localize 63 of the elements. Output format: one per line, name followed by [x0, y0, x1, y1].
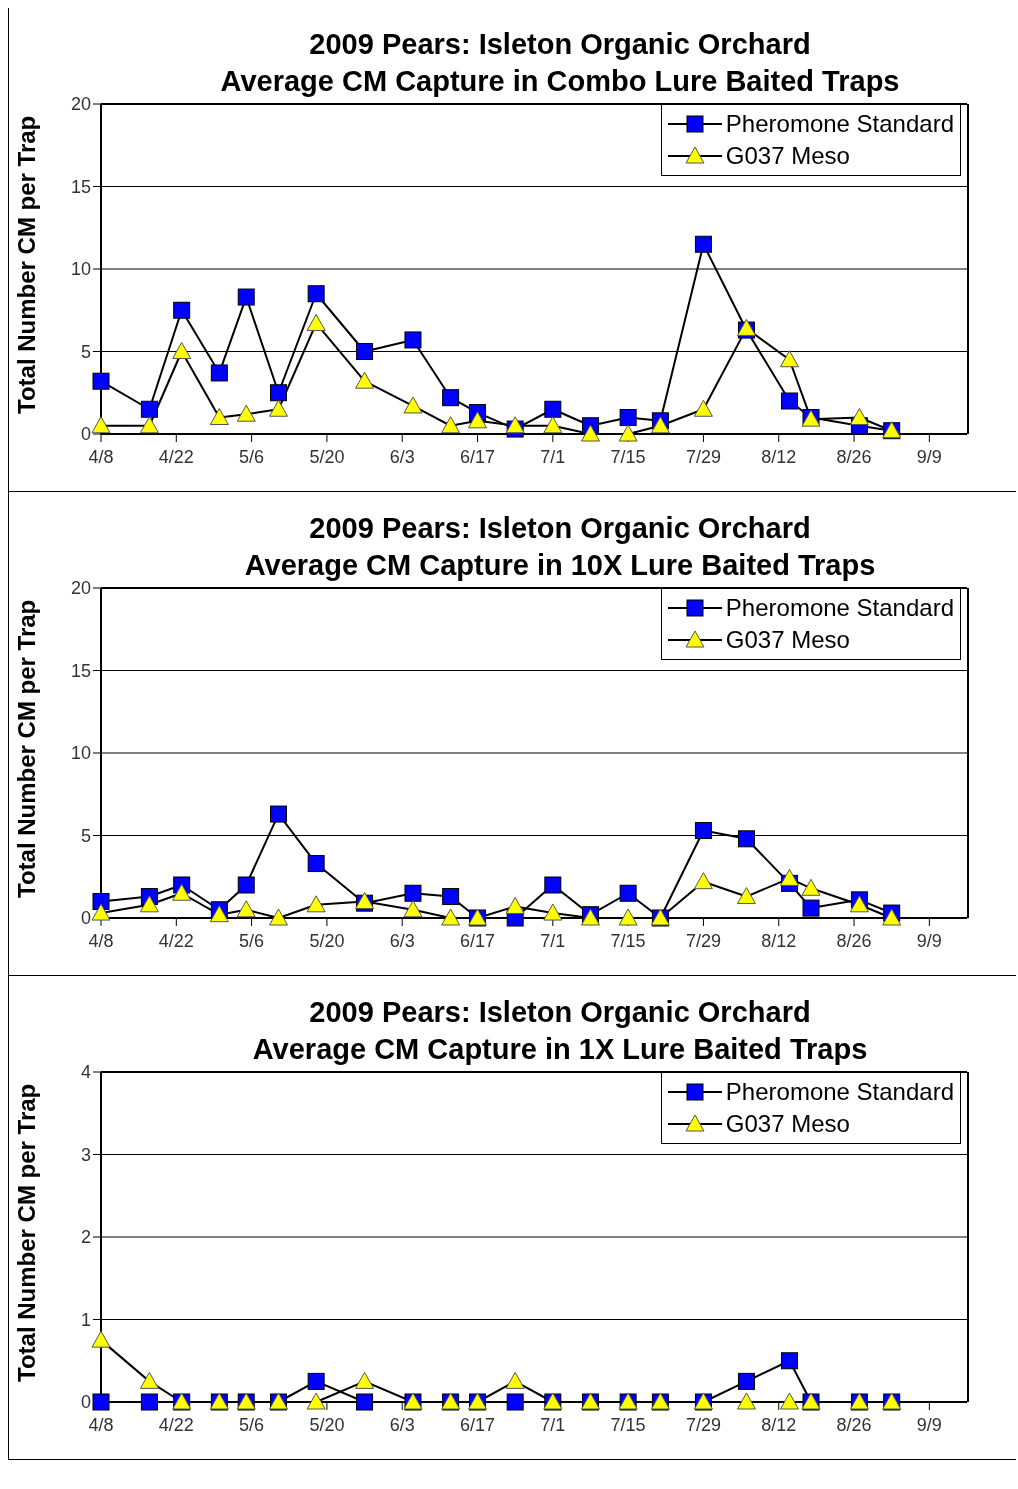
x-tick-label: 8/26 [836, 1414, 872, 1435]
x-tick-label: 6/3 [389, 1414, 415, 1435]
x-tick-label: 7/1 [540, 930, 566, 951]
y-tick-label: 0 [80, 424, 91, 445]
x-tick-label: 8/26 [836, 446, 872, 467]
x-tick-label: 9/9 [916, 1414, 942, 1435]
x-tick-label: 6/17 [460, 446, 496, 467]
x-tick-label: 4/22 [158, 930, 194, 951]
x-tick-label: 5/20 [309, 930, 345, 951]
y-axis-title: Total Number CM per Trap [12, 1083, 40, 1382]
y-tick-label: 20 [70, 578, 91, 599]
y-tick-label: 0 [80, 1392, 91, 1413]
legend-label: Pheromone Standard [725, 1078, 954, 1106]
legend-label: G037 Meso [725, 142, 850, 170]
x-tick-label: 7/15 [610, 930, 646, 951]
x-tick-label: 7/1 [540, 446, 566, 467]
x-tick-label: 8/12 [761, 446, 797, 467]
x-tick-label: 5/20 [309, 1414, 345, 1435]
x-tick-label: 4/8 [88, 1414, 114, 1435]
y-tick-label: 3 [80, 1144, 91, 1165]
y-tick-label: 10 [70, 259, 91, 280]
x-tick-label: 5/6 [239, 446, 265, 467]
x-tick-label: 7/29 [685, 1414, 721, 1435]
x-tick-label: 8/26 [836, 930, 872, 951]
x-tick-label: 4/22 [158, 1414, 194, 1435]
y-tick-label: 1 [80, 1309, 91, 1330]
x-tick-label: 7/15 [610, 1414, 646, 1435]
y-tick-label: 5 [80, 825, 91, 846]
x-tick-label: 7/29 [685, 446, 721, 467]
x-tick-label: 5/6 [239, 1414, 265, 1435]
y-tick-label: 15 [70, 176, 91, 197]
legend-label: G037 Meso [725, 626, 850, 654]
y-tick-label: 5 [80, 341, 91, 362]
y-tick-label: 2 [80, 1227, 91, 1248]
y-tick-label: 0 [80, 908, 91, 929]
x-tick-label: 8/12 [761, 1414, 797, 1435]
legend-label: G037 Meso [725, 1110, 850, 1138]
y-tick-label: 4 [80, 1062, 91, 1083]
chart-title: 2009 Pears: Isleton Organic Orchard Average CM Capture in 1X Lure Baited Traps [251, 995, 869, 1067]
x-tick-label: 6/17 [460, 1414, 496, 1435]
y-tick-label: 10 [70, 743, 91, 764]
x-tick-label: 6/3 [389, 930, 415, 951]
x-tick-label: 7/1 [540, 1414, 566, 1435]
y-axis-title: Total Number CM per Trap [12, 115, 40, 414]
legend-label: Pheromone Standard [725, 110, 954, 138]
x-tick-label: 5/20 [309, 446, 345, 467]
y-tick-label: 15 [70, 660, 91, 681]
y-tick-label: 20 [70, 94, 91, 115]
x-tick-label: 9/9 [916, 930, 942, 951]
x-tick-label: 5/6 [239, 930, 265, 951]
x-tick-label: 4/8 [88, 446, 114, 467]
legend-label: Pheromone Standard [725, 594, 954, 622]
x-tick-label: 7/29 [685, 930, 721, 951]
x-tick-label: 4/8 [88, 930, 114, 951]
y-axis-title: Total Number CM per Trap [12, 599, 40, 898]
x-tick-label: 6/3 [389, 446, 415, 467]
x-tick-label: 4/22 [158, 446, 194, 467]
x-tick-label: 9/9 [916, 446, 942, 467]
chart-title: 2009 Pears: Isleton Organic Orchard Average CM Capture in 10X Lure Baited Traps [243, 511, 877, 583]
x-tick-label: 7/15 [610, 446, 646, 467]
x-tick-label: 6/17 [460, 930, 496, 951]
x-tick-label: 8/12 [761, 930, 797, 951]
chart-title: 2009 Pears: Isleton Organic Orchard Average CM Capture in Combo Lure Baited Traps [219, 27, 901, 99]
